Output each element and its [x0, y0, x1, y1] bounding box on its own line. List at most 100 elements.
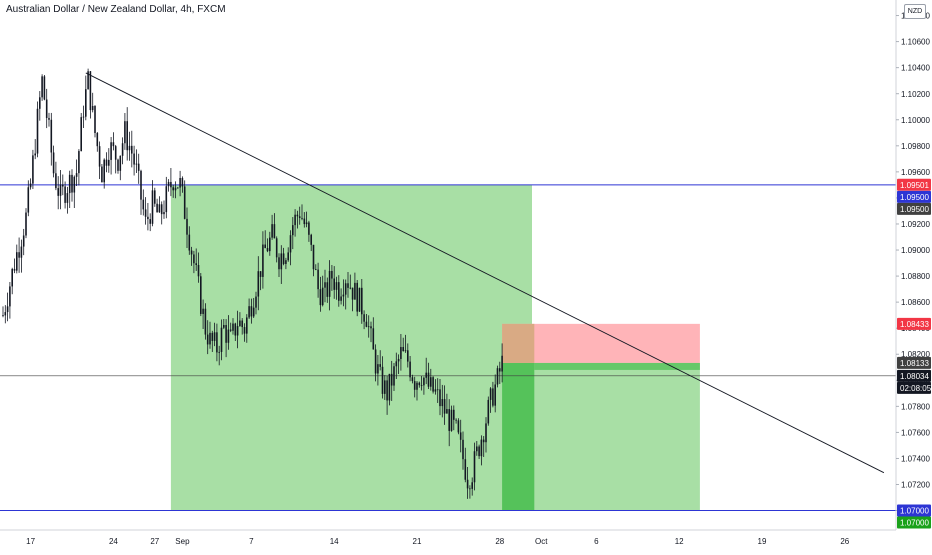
candle-body	[473, 451, 476, 483]
candle-body	[321, 287, 324, 306]
x-tick-label: 27	[150, 537, 159, 546]
candle-body	[229, 329, 232, 331]
candle-body	[344, 283, 347, 295]
candle-body	[462, 439, 464, 460]
candle-body	[262, 244, 264, 277]
price-tag-label: 1.08433	[900, 320, 929, 329]
candle-body	[356, 282, 358, 312]
candle-body	[154, 190, 156, 204]
candle-body	[328, 270, 331, 297]
candle-body	[200, 276, 202, 314]
candle-body	[476, 446, 478, 452]
trendline	[85, 72, 885, 474]
candle-body	[94, 105, 96, 133]
currency-badge[interactable]: NZD	[904, 4, 926, 19]
candle-body	[133, 153, 135, 165]
candle-body	[310, 234, 312, 245]
y-tick-label: 1.08800	[901, 272, 930, 281]
candle-body	[202, 308, 204, 314]
candle-body	[471, 482, 473, 489]
candle-body	[4, 312, 7, 316]
candle-body	[349, 287, 352, 289]
candle-body	[365, 321, 368, 327]
candle-body	[423, 377, 425, 386]
candle-body	[20, 246, 23, 258]
price-tag-label: 1.07000	[900, 518, 929, 527]
candle-body	[269, 237, 271, 252]
candle-body	[218, 351, 220, 353]
candle-body	[492, 388, 494, 406]
candle-body	[172, 187, 174, 191]
y-tick-label: 1.10400	[901, 64, 930, 73]
candle-body	[494, 384, 496, 406]
candle-body	[11, 268, 13, 287]
candle-body	[211, 332, 214, 341]
candle-body	[388, 373, 391, 401]
candle-body	[216, 332, 218, 353]
candle-body	[292, 225, 294, 236]
candle-body	[303, 218, 306, 225]
candle-body	[478, 446, 480, 457]
candle-body	[48, 117, 50, 120]
candle-body	[183, 186, 186, 219]
candle-body	[457, 420, 460, 433]
chart-title: Australian Dollar / New Zealand Dollar, …	[6, 4, 226, 15]
price-tag	[897, 369, 931, 382]
candle-body	[367, 326, 370, 328]
candle-body	[250, 306, 253, 317]
candle-body	[455, 419, 457, 421]
candle-body	[103, 159, 105, 183]
candle-body	[384, 380, 386, 394]
candle-body	[301, 217, 303, 219]
candle-body	[434, 389, 437, 392]
candle-body	[448, 409, 450, 431]
candle-body	[193, 254, 195, 264]
candle-body	[158, 204, 161, 213]
x-tick-label: 19	[758, 537, 767, 546]
y-tick-label: 1.07600	[901, 428, 930, 437]
candle-body	[439, 389, 441, 407]
candle-body	[416, 382, 418, 390]
candle-body	[89, 71, 92, 111]
candle-body	[315, 269, 317, 271]
candle-body	[36, 108, 39, 154]
candle-body	[98, 146, 101, 167]
candle-body	[174, 187, 177, 191]
candle-body	[241, 320, 243, 328]
candle-body	[57, 188, 59, 196]
candle-body	[409, 361, 411, 378]
candle-body	[443, 399, 446, 414]
candle-body	[425, 372, 427, 378]
candle-body	[117, 159, 119, 171]
y-tick-label: 1.10600	[901, 38, 930, 47]
candle-body	[119, 155, 122, 171]
candle-body	[186, 218, 188, 235]
candle-body	[501, 355, 503, 372]
candle-body	[374, 349, 377, 374]
y-tick-label: 1.09800	[901, 142, 930, 151]
candle-body	[55, 173, 57, 189]
x-tick-label: 21	[413, 537, 422, 546]
y-tick-label: 1.09000	[901, 246, 930, 255]
x-tick-label: 14	[330, 537, 339, 546]
candle-body	[469, 488, 471, 490]
candle-body	[381, 366, 384, 394]
price-tag	[897, 381, 931, 394]
candle-body	[9, 286, 11, 307]
candle-body	[340, 296, 342, 301]
candle-body	[167, 181, 170, 187]
candle-body	[287, 252, 289, 261]
price-tag-label: 1.09500	[900, 193, 929, 202]
candle-body	[204, 308, 207, 335]
x-tick-label: 12	[675, 537, 684, 546]
candle-body	[225, 325, 227, 343]
candle-body	[358, 287, 361, 312]
y-tick-label: 1.10200	[901, 90, 930, 99]
candle-body	[39, 97, 41, 109]
candle-body	[165, 186, 168, 213]
candle-body	[354, 282, 356, 300]
candle-body	[195, 263, 197, 265]
candle-body	[393, 366, 395, 386]
